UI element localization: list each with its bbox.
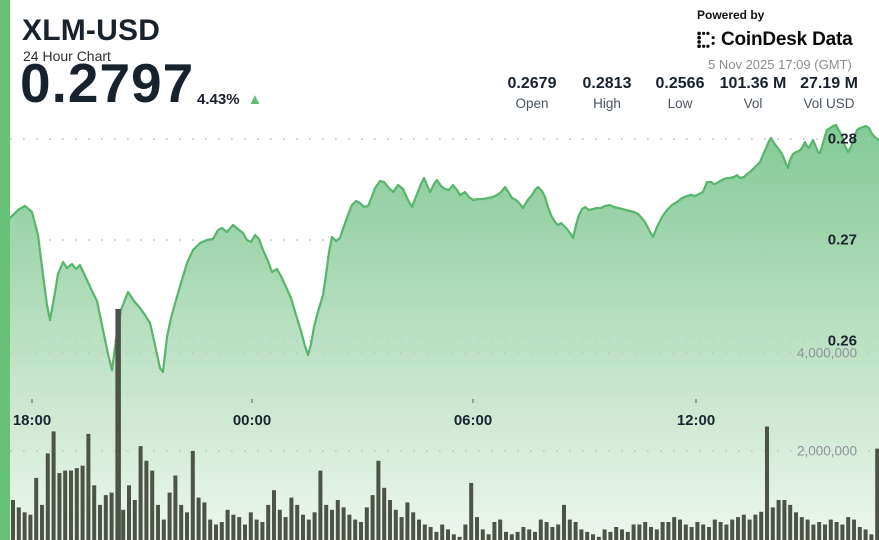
x-axis-ticks	[31, 399, 697, 403]
stat-label: Low	[667, 96, 693, 111]
brand-row[interactable]: CoinDesk Data	[697, 29, 853, 51]
powered-by-block: Powered by CoinDesk Data 5 Nov 2025 17:0…	[697, 8, 853, 72]
stat-label: High	[593, 96, 621, 111]
stat-label: Open	[515, 96, 549, 111]
page-title: XLM-USD	[22, 14, 161, 47]
time-axis-label: 12:00	[676, 412, 716, 429]
accent-strip	[0, 0, 10, 540]
stat-high: 0.2813 High	[583, 75, 632, 111]
stat-value: 0.2679	[507, 75, 557, 92]
volume-bar-series	[11, 308, 879, 540]
current-price: 0.2797	[20, 52, 195, 114]
timestamp: 5 Nov 2025 17:09 (GMT)	[708, 57, 852, 72]
brand-name: CoinDesk Data	[721, 29, 853, 50]
price-axis-label: 0.26	[827, 332, 857, 350]
price-axis-label: 0.27	[827, 231, 857, 249]
stat-value: 101.36 M	[719, 75, 787, 92]
up-arrow-icon: ▲	[247, 91, 263, 108]
stat-vol: 101.36 M Vol	[720, 75, 787, 111]
chart-subtitle: 24 Hour Chart	[23, 48, 111, 64]
stat-value: 0.2566	[655, 75, 705, 92]
price-change: 4.43% ▲	[197, 91, 262, 108]
coindesk-logo-icon	[697, 31, 716, 50]
stat-low: 0.2566 Low	[656, 75, 705, 111]
time-axis-label: 18:00	[12, 412, 52, 429]
stat-vol-usd: 27.19 M Vol USD	[800, 75, 858, 111]
price-axis-label: 0.28	[827, 130, 857, 148]
volume-axis-label: 2,000,000	[796, 443, 857, 459]
stat-label: Vol	[743, 96, 763, 111]
price-area-series	[10, 125, 879, 540]
time-axis-label: 00:00	[232, 412, 272, 429]
price-line-series	[8, 123, 879, 374]
change-percent: 4.43%	[197, 91, 240, 108]
powered-by-label: Powered by	[697, 8, 765, 22]
stat-label: Vol USD	[803, 96, 855, 111]
stat-value: 0.2813	[582, 75, 632, 92]
volume-axis-label: 4,000,000	[796, 345, 857, 361]
stat-value: 27.19 M	[800, 75, 858, 92]
stat-open: 0.2679 Open	[508, 75, 557, 111]
time-axis-label: 06:00	[453, 412, 493, 429]
